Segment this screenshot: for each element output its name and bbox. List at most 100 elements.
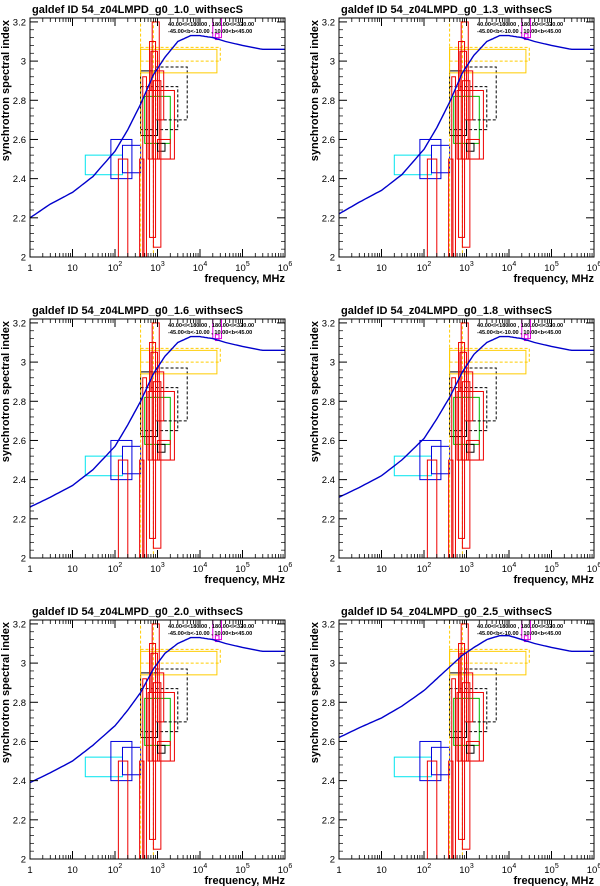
measurement-box (157, 70, 165, 121)
y-tick-label: 2.4 (322, 475, 335, 486)
y-tick-label: 2.8 (13, 698, 26, 709)
y-tick-label: 2.4 (13, 174, 26, 185)
x-tick-label: 106 (587, 562, 600, 575)
measurement-box (155, 367, 188, 422)
measurement-box (84, 756, 123, 778)
panel-1: galdef ID 54_z04LMPD_g0_1.0_withsecS 1 10 1… (0, 4, 292, 285)
x-tick-label: 106 (278, 261, 293, 274)
y-axis-label: synchrotron spectral index (309, 621, 321, 763)
x-tick-label: 105 (544, 261, 559, 274)
y-tick-label: 3.2 (13, 17, 26, 28)
measurement-box (393, 756, 432, 778)
measurement-box (157, 672, 165, 723)
x-tick-label: 10 (67, 263, 78, 274)
x-tick-label: 103 (150, 863, 165, 876)
y-tick-label: 2.6 (322, 135, 335, 146)
measurement-box (448, 158, 454, 257)
x-tick-label: 105 (544, 562, 559, 575)
measurement-box (140, 46, 221, 62)
measurement-box (142, 678, 147, 859)
y-tick-label: 2.8 (322, 698, 335, 709)
region-label: 40.00<l<180.00 , 180.00<l<320.00 (168, 624, 254, 630)
measurement-box (466, 672, 474, 723)
plot-area (30, 620, 285, 859)
x-tick-label: 106 (587, 261, 600, 274)
y-tick-label: 3 (21, 358, 26, 369)
region-label: -45.00<b<-10.00 , 10.00<b<45.00 (477, 330, 561, 336)
measurement-box (464, 668, 497, 723)
plot-area (339, 620, 594, 859)
measurement-box (139, 158, 145, 257)
region-label: -45.00<b<-10.00 , 10.00<b<45.00 (477, 29, 561, 35)
y-axis-label: synchrotron spectral index (309, 320, 321, 462)
x-tick-label: 104 (193, 261, 208, 274)
plot-area (30, 319, 285, 558)
y-tick-label: 2 (330, 855, 335, 866)
model-curve (30, 335, 285, 508)
y-tick-label: 2.4 (13, 776, 26, 787)
x-tick-label: 104 (502, 562, 517, 575)
y-tick-label: 2.2 (13, 514, 26, 525)
x-axis-label: frequency, MHz (205, 574, 286, 586)
measurement-box (521, 620, 531, 641)
measurement-box (466, 371, 474, 422)
x-tick-label: 106 (278, 863, 293, 876)
measurement-box (466, 70, 474, 121)
measurement-box (139, 459, 145, 558)
y-axis-label: synchrotron spectral index (0, 621, 12, 763)
measurement-box (117, 459, 129, 558)
y-tick-label: 3.2 (322, 318, 335, 329)
y-tick-label: 3.2 (13, 318, 26, 329)
x-tick-label: 104 (193, 562, 208, 575)
measurement-box (426, 158, 438, 257)
panel-title: galdef ID 54_z04LMPD_g0_2.5_withsecS (341, 606, 552, 618)
x-tick-label: 104 (502, 261, 517, 274)
y-axis-label: synchrotron spectral index (0, 320, 12, 462)
region-label: -45.00<b<-10.00 , 10.00<b<45.00 (168, 631, 252, 637)
y-tick-label: 2 (330, 554, 335, 565)
measurement-box (426, 459, 438, 558)
model-curve (339, 635, 594, 739)
x-tick-label: 10 (376, 263, 387, 274)
panel-5: galdef ID 54_z04LMPD_g0_2.0_withsecS 1 10 1… (0, 606, 292, 886)
x-tick-label: 1 (27, 263, 32, 274)
measurement-box (117, 760, 129, 859)
panel-title: galdef ID 54_z04LMPD_g0_1.6_withsecS (32, 305, 243, 317)
model-curve (30, 636, 285, 784)
y-tick-label: 2.4 (13, 475, 26, 486)
panel-2: galdef ID 54_z04LMPD_g0_1.3_withsecS 1 10 1… (309, 4, 600, 285)
x-axis-label: frequency, MHz (205, 875, 286, 886)
x-tick-label: 10 (67, 865, 78, 876)
x-tick-label: 1 (336, 263, 341, 274)
y-axis-label: synchrotron spectral index (309, 19, 321, 161)
measurement-box (449, 46, 530, 62)
x-tick-label: 105 (235, 863, 250, 876)
y-tick-label: 2.2 (322, 213, 335, 224)
x-axis-label: frequency, MHz (514, 875, 595, 886)
y-tick-label: 2.4 (322, 174, 335, 185)
measurement-box (448, 459, 454, 558)
x-tick-label: 10 (376, 865, 387, 876)
measurement-box (393, 455, 432, 477)
region-label: -45.00<b<-10.00 , 10.00<b<45.00 (477, 631, 561, 637)
x-tick-label: 102 (417, 863, 432, 876)
x-tick-label: 102 (417, 261, 432, 274)
region-label: 40.00<l<180.00 , 180.00<l<320.00 (168, 323, 254, 329)
measurement-box (117, 158, 129, 257)
plot-area (30, 18, 285, 257)
x-tick-label: 102 (108, 562, 123, 575)
x-tick-label: 103 (459, 562, 474, 575)
model-curve (339, 34, 594, 215)
measurement-box (139, 760, 145, 859)
y-tick-label: 3 (330, 57, 335, 68)
y-tick-label: 2 (21, 855, 26, 866)
x-tick-label: 102 (108, 261, 123, 274)
x-tick-label: 102 (108, 863, 123, 876)
x-tick-label: 105 (235, 562, 250, 575)
measurement-box (110, 740, 133, 782)
measurement-box (212, 319, 222, 340)
panel-title: galdef ID 54_z04LMPD_g0_1.8_withsecS (341, 305, 552, 317)
x-tick-label: 105 (235, 261, 250, 274)
x-axis-label: frequency, MHz (514, 574, 595, 586)
x-tick-label: 104 (502, 863, 517, 876)
